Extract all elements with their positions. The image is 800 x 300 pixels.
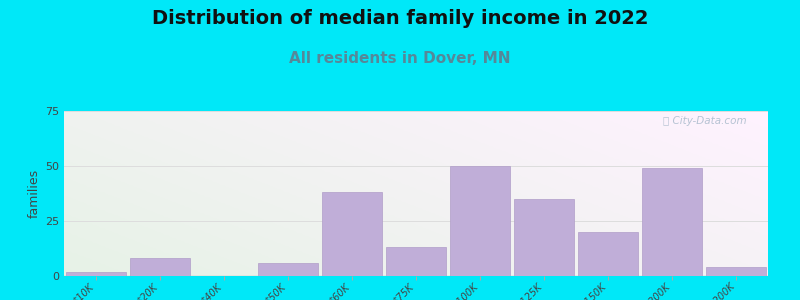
Bar (258, 263, 318, 276)
Bar (386, 248, 446, 276)
Bar (706, 267, 766, 276)
Bar (322, 192, 382, 276)
Bar (642, 168, 702, 276)
Bar (450, 166, 510, 276)
Y-axis label: families: families (28, 169, 41, 218)
Bar (514, 199, 574, 276)
Text: Distribution of median family income in 2022: Distribution of median family income in … (152, 9, 648, 28)
Text: ⓘ City-Data.com: ⓘ City-Data.com (663, 116, 747, 126)
Bar (578, 232, 638, 276)
Text: All residents in Dover, MN: All residents in Dover, MN (290, 51, 510, 66)
Bar (66, 272, 126, 276)
Bar (130, 258, 190, 276)
